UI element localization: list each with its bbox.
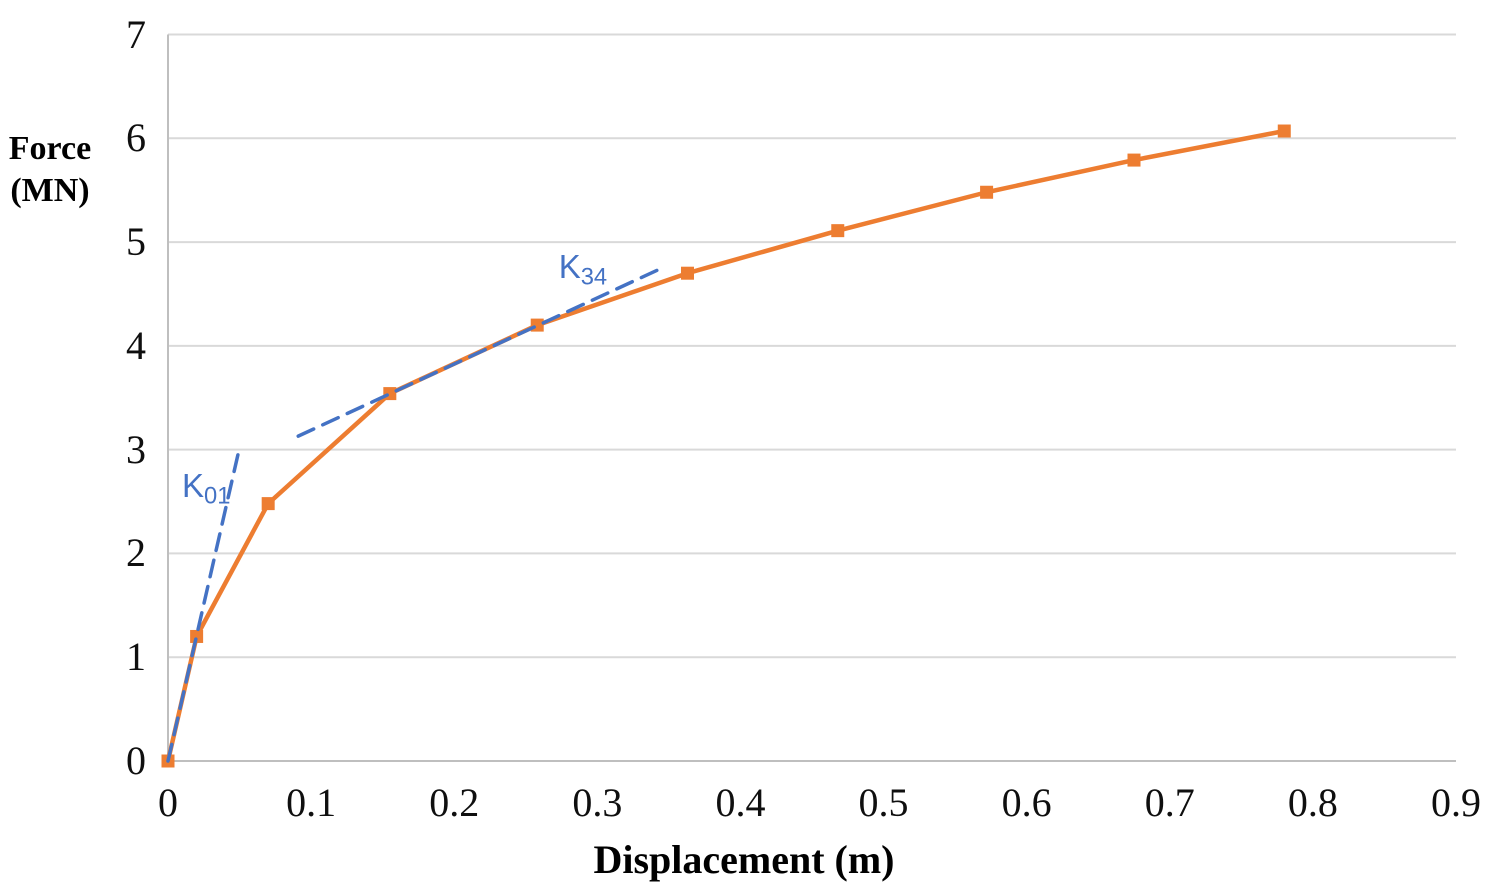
y-tick-label-1: 1 [126,634,146,680]
y-tick-label-0: 0 [126,738,146,783]
x-axis-title: Displacement (m) [593,837,895,882]
force-displacement-curve-marker-9 [1277,124,1291,138]
y-tick-label-5: 5 [126,219,146,265]
force-displacement-curve-line [165,128,1287,764]
y-tick-label-2: 2 [126,530,146,576]
x-tick-label-0.4: 0.4 [715,780,766,825]
x-tick-label-0: 0 [158,780,178,825]
force-displacement-curve-marker-7 [980,185,994,199]
k01-tangent-line [166,445,242,763]
x-tick-label-0.7: 0.7 [1144,780,1195,825]
y-axis-title-line1: Force [8,130,92,167]
x-tick-label-0.5: 0.5 [858,780,909,825]
y-tick-label-4: 4 [126,322,146,368]
x-tick-label-0.3: 0.3 [572,780,623,825]
x-tick-label-0.8: 0.8 [1287,780,1338,825]
force-displacement-curve-marker-2 [261,497,275,511]
x-tick-label-0.6: 0.6 [1001,780,1052,825]
x-tick-label-0.1: 0.1 [286,780,337,825]
k01-tangent-line-label: K01 [182,467,231,510]
y-axis-title: Force (MN) [2,128,98,212]
k34-tangent-line-label-subscript: 34 [580,264,608,291]
y-tick-label-7: 7 [126,11,146,57]
k01-tangent-line-label-subscript: 01 [204,483,231,510]
force-displacement-curve-marker-3 [383,387,397,401]
y-axis-title-line2: (MN) [10,172,90,209]
k34-tangent-line-label: K34 [558,248,608,291]
x-tick-label-0.2: 0.2 [429,780,480,825]
x-tick-label-0.9: 0.9 [1431,780,1481,825]
y-tick-label-6: 6 [126,115,146,161]
force-displacement-curve-marker-1 [190,629,204,643]
force-displacement-curve-marker-6 [831,224,845,238]
y-tick-label-3: 3 [126,426,146,472]
force-displacement-curve-marker-5 [680,266,694,280]
k34-tangent-line [296,268,660,438]
force-displacement-curve-marker-8 [1127,153,1141,167]
